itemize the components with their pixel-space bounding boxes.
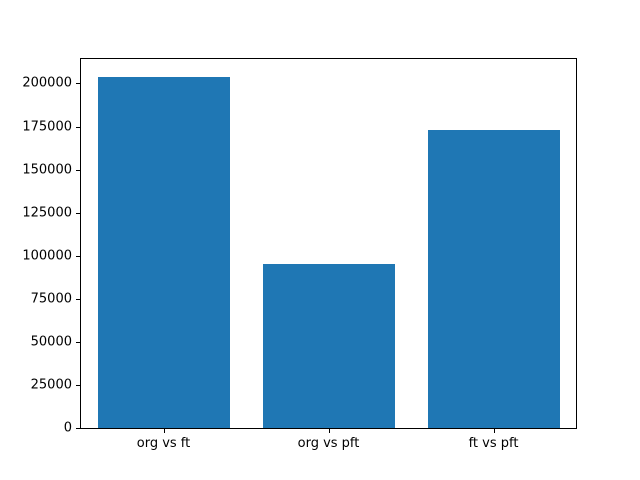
y-axis-tick-label: 50000 — [30, 334, 72, 350]
y-axis-tick — [76, 169, 80, 171]
y-axis-tick-label: 175000 — [22, 119, 72, 135]
bar-org-vs-ft — [97, 76, 230, 428]
y-axis-tick — [76, 384, 80, 386]
x-axis-category-label: org vs pft — [297, 436, 360, 451]
y-axis-tick — [76, 212, 80, 214]
x-axis-tick — [328, 429, 330, 433]
bar-org-vs-pft — [262, 264, 395, 428]
y-axis-tick — [76, 255, 80, 257]
y-axis-tick-label: 125000 — [22, 205, 72, 221]
y-axis-tick-label: 150000 — [22, 162, 72, 178]
y-axis-tick — [76, 428, 80, 429]
y-axis-tick-label: 0 — [63, 420, 72, 436]
plot-area: 0 25000 50000 75000 100000 125000 150000 175000… — [22, 58, 577, 450]
y-axis-tick — [76, 298, 80, 300]
x-axis-category-label: ft vs pft — [468, 436, 519, 451]
y-axis-tick-label: 25000 — [30, 377, 72, 393]
y-axis-tick — [76, 83, 80, 85]
x-axis-tick — [493, 429, 495, 433]
y-axis-tick — [76, 341, 80, 343]
x-axis-tick — [163, 429, 165, 433]
x-axis-category-label: org vs ft — [136, 436, 191, 451]
y-axis-tick-label: 200000 — [22, 75, 72, 91]
y-axis-tick — [76, 126, 80, 128]
y-axis-tick-label: 75000 — [30, 291, 72, 307]
bar-ft-vs-pft — [427, 129, 560, 428]
y-axis-tick-label: 100000 — [22, 248, 72, 264]
